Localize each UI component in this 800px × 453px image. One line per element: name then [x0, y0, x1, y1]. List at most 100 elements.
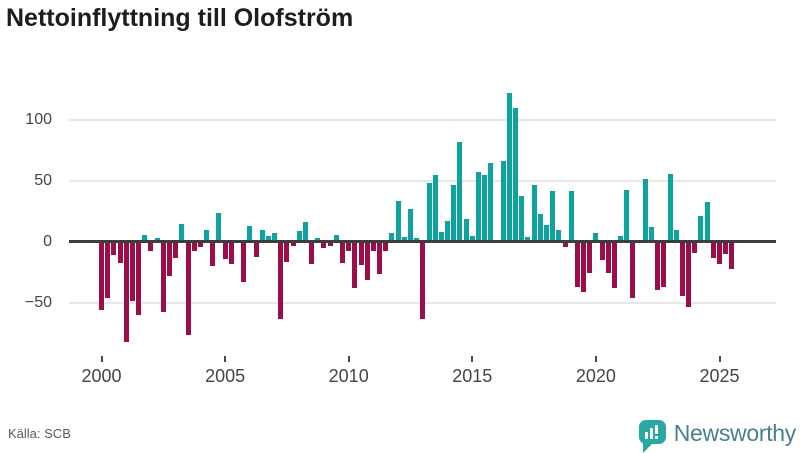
quarter-bar — [401, 237, 407, 242]
chart-title: Nettoinflyttning till Olofström — [6, 4, 354, 32]
quarter-bar — [550, 190, 556, 242]
quarter-bar — [692, 242, 698, 253]
quarter-bar — [562, 242, 568, 247]
x-axis-tick-label: 2010 — [328, 366, 369, 386]
source-label: Källa: SCB — [8, 426, 71, 441]
newsworthy-wordmark: Newsworthy — [673, 419, 797, 446]
quarter-bar — [247, 226, 253, 242]
quarter-bar — [426, 183, 432, 242]
x-axis-tick-mark — [224, 356, 227, 362]
quarter-bar — [611, 242, 617, 289]
x-axis-tick-mark — [594, 356, 597, 362]
quarter-bar — [99, 242, 104, 311]
quarter-bar — [173, 242, 179, 258]
x-axis-tick-label: 2000 — [81, 366, 122, 386]
quarter-bar — [723, 242, 729, 255]
quarter-bar — [469, 235, 475, 242]
quarter-bar — [148, 242, 154, 251]
quarter-bar — [408, 209, 413, 242]
y-axis-tick-label: 0 — [43, 233, 52, 250]
quarter-bar — [642, 178, 648, 242]
quarter-bar — [531, 184, 537, 242]
newsworthy-logo: Newsworthy — [638, 417, 797, 453]
quarter-bar — [556, 229, 562, 242]
quarter-bar — [346, 242, 352, 251]
quarter-bar — [420, 242, 426, 319]
quarter-bar — [395, 200, 401, 242]
quarter-bar — [383, 242, 389, 251]
newsworthy-bubble-chart-icon — [638, 420, 666, 453]
quarter-bar — [506, 93, 512, 242]
quarter-bar — [717, 242, 722, 264]
quarter-bar — [105, 242, 111, 299]
quarter-bar — [253, 242, 259, 257]
quarter-bar — [649, 227, 655, 242]
quarter-bar — [272, 233, 278, 242]
y-axis-tick-label: −50 — [24, 294, 52, 311]
x-axis-tick-mark — [471, 356, 474, 362]
quarter-bar — [457, 141, 463, 242]
quarter-bar — [679, 242, 685, 296]
quarter-bar — [185, 242, 191, 335]
quarter-bar — [228, 242, 234, 264]
quarter-bar — [389, 233, 395, 242]
quarter-bar — [475, 172, 481, 242]
x-axis-tick-mark — [100, 356, 103, 362]
quarter-bar — [581, 242, 587, 293]
quarter-bar — [574, 242, 580, 288]
quarter-bar — [302, 222, 308, 242]
quarter-bar — [166, 242, 172, 277]
quarter-bar — [111, 242, 117, 256]
quarter-bar — [259, 229, 265, 242]
quarter-bar — [630, 242, 636, 299]
quarter-bar — [587, 242, 593, 273]
quarter-bar — [197, 242, 203, 247]
quarter-bar — [568, 190, 574, 242]
quarter-bar — [309, 242, 315, 264]
quarter-bar — [673, 229, 679, 242]
quarter-bar — [191, 242, 197, 251]
quarter-bar — [445, 221, 451, 242]
x-axis-tick-label: 2025 — [699, 366, 740, 386]
quarter-bar — [686, 242, 692, 307]
quarter-bar — [123, 242, 129, 343]
quarter-bar — [618, 235, 624, 242]
quarter-bar — [216, 212, 222, 242]
quarter-bar — [537, 213, 543, 242]
quarter-bar — [500, 161, 506, 242]
quarter-bar — [352, 242, 358, 289]
quarter-bar — [204, 229, 210, 242]
quarter-bar — [358, 242, 364, 266]
x-axis-tick-label: 2020 — [575, 366, 616, 386]
quarter-bar — [210, 242, 216, 267]
quarter-bar — [340, 242, 346, 263]
quarter-bar — [296, 231, 302, 242]
y-axis-tick-label: 50 — [34, 172, 52, 189]
quarter-bar — [321, 242, 327, 249]
quarter-bar — [661, 242, 667, 288]
quarter-bar — [432, 174, 438, 242]
quarter-bar — [543, 224, 549, 242]
quarter-bar — [370, 242, 376, 251]
quarter-bar — [488, 162, 494, 242]
quarter-bar — [599, 242, 605, 261]
quarter-bar — [278, 242, 284, 319]
quarter-bar — [117, 242, 123, 263]
quarter-bar — [333, 234, 339, 242]
quarter-bar — [624, 189, 630, 242]
quarter-bar — [482, 174, 488, 242]
x-axis-tick-label: 2005 — [205, 366, 246, 386]
quarter-bar — [290, 242, 296, 246]
quarter-bar — [160, 242, 166, 312]
quarter-bar — [438, 232, 444, 242]
quarter-bar — [222, 242, 228, 260]
quarter-bar — [265, 235, 271, 242]
quarter-bar — [241, 242, 247, 283]
gridline — [69, 119, 776, 121]
zero-axis-line — [69, 240, 776, 243]
quarter-bar — [667, 173, 673, 242]
speech-bubble-tail — [642, 443, 653, 453]
exclamation-bar-icon — [654, 425, 658, 434]
exclamation-dot-icon — [654, 436, 658, 439]
